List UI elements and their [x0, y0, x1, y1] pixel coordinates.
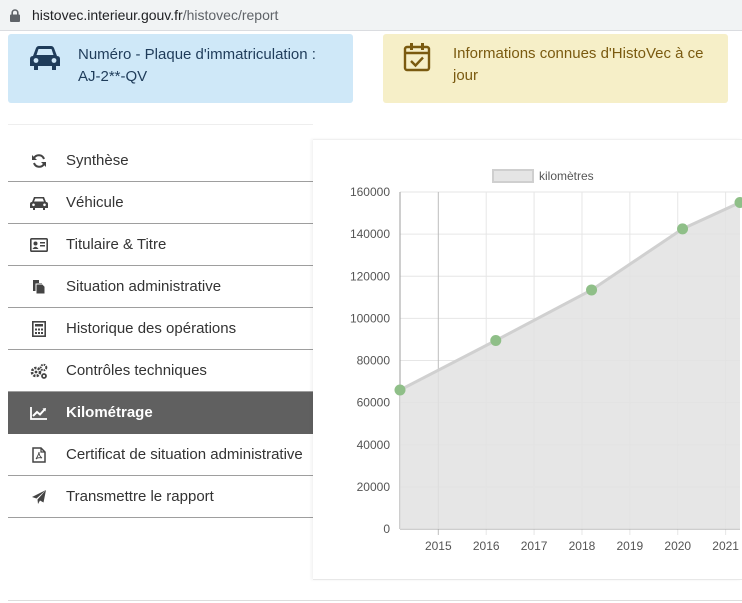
- data-point[interactable]: [586, 284, 598, 296]
- sidebar-item-label: Historique des opérations: [66, 320, 237, 337]
- y-tick-label: 20000: [357, 480, 391, 494]
- info-card: Informations connues d'HistoVec à ce jou…: [383, 34, 728, 103]
- lock-icon: [10, 9, 20, 22]
- sidebar-item-label: Véhicule: [66, 194, 124, 211]
- url-text[interactable]: histovec.interieur.gouv.fr/histovec/repo…: [32, 7, 278, 23]
- sidebar-item-vehicule[interactable]: Véhicule: [8, 182, 313, 224]
- plate-value: AJ-2**-QV: [78, 68, 148, 85]
- divider: [8, 600, 742, 601]
- calculator-icon: [28, 320, 50, 337]
- sidebar-item-synthese[interactable]: Synthèse: [8, 140, 313, 182]
- paper-plane-icon: [28, 489, 50, 505]
- sidebar-item-label: Contrôles techniques: [66, 362, 207, 379]
- sidebar-item-label: Situation administrative: [66, 278, 222, 295]
- sidebar-item-titulaire[interactable]: Titulaire & Titre: [8, 224, 313, 266]
- cogs-icon: [28, 363, 50, 379]
- refresh-icon: [28, 153, 50, 169]
- mileage-chart: 0 20000 40000 60000 80000 100000 120000 140000 1…: [350, 169, 742, 553]
- sidebar-item-kilometrage[interactable]: Kilométrage: [8, 392, 313, 434]
- sidebar-item-controles[interactable]: Contrôles techniques: [8, 350, 313, 392]
- pdf-file-icon: [28, 446, 50, 463]
- plate-card: Numéro - Plaque d'immatriculation : AJ-2…: [8, 34, 353, 103]
- car-icon: [30, 46, 60, 70]
- sidebar-item-label: Titulaire & Titre: [66, 236, 167, 253]
- x-tick-label: 2018: [569, 539, 596, 553]
- y-tick-label: 100000: [350, 311, 390, 325]
- line-chart-icon: [28, 405, 50, 421]
- data-point[interactable]: [394, 384, 406, 396]
- calendar-check-icon: [403, 43, 431, 72]
- chart-panel: 0 20000 40000 60000 80000 100000 120000 140000 1…: [313, 139, 742, 580]
- x-tick-label: 2020: [664, 539, 691, 553]
- x-tick-label: 2017: [521, 539, 548, 553]
- data-point[interactable]: [490, 334, 502, 346]
- id-card-icon: [28, 237, 50, 253]
- x-tick-label: 2021: [712, 539, 739, 553]
- data-point[interactable]: [734, 197, 742, 209]
- address-bar[interactable]: histovec.interieur.gouv.fr/histovec/repo…: [0, 0, 742, 31]
- y-tick-label: 60000: [357, 396, 391, 410]
- legend-swatch: [492, 169, 534, 183]
- y-tick-label: 140000: [350, 227, 390, 241]
- sidebar-item-label: Certificat de situation administrative: [66, 446, 303, 463]
- url-host: histovec.interieur.gouv.fr: [32, 7, 183, 23]
- y-tick-label: 80000: [357, 354, 391, 368]
- sidebar-menu: Synthèse Véhicule Titulaire & Titre Situ…: [8, 140, 313, 518]
- series-area: [400, 202, 740, 529]
- sidebar-item-label: Transmettre le rapport: [66, 488, 214, 505]
- x-tick-label: 2019: [617, 539, 644, 553]
- car-icon: [28, 195, 50, 211]
- y-tick-label: 160000: [350, 185, 390, 199]
- x-tick-label: 2016: [473, 539, 500, 553]
- legend-label: kilomètres: [539, 169, 594, 183]
- sidebar-item-label: Synthèse: [66, 152, 129, 169]
- plate-label: Numéro - Plaque d'immatriculation :: [78, 46, 316, 63]
- y-tick-label: 0: [383, 522, 390, 536]
- sidebar-item-label: Kilométrage: [66, 404, 153, 421]
- url-path: /histovec/report: [182, 7, 279, 23]
- sidebar-item-certificat[interactable]: Certificat de situation administrative: [8, 434, 313, 476]
- divider: [8, 124, 313, 125]
- info-text: Informations connues d'HistoVec à ce jou…: [453, 45, 704, 84]
- y-tick-label: 120000: [350, 269, 390, 283]
- sidebar-item-transmettre[interactable]: Transmettre le rapport: [8, 476, 313, 518]
- x-tick-label: 2015: [425, 539, 452, 553]
- copy-icon: [28, 279, 50, 295]
- sidebar-item-situation[interactable]: Situation administrative: [8, 266, 313, 308]
- sidebar-item-historique[interactable]: Historique des opérations: [8, 308, 313, 350]
- y-tick-label: 40000: [357, 438, 391, 452]
- data-point[interactable]: [677, 223, 689, 235]
